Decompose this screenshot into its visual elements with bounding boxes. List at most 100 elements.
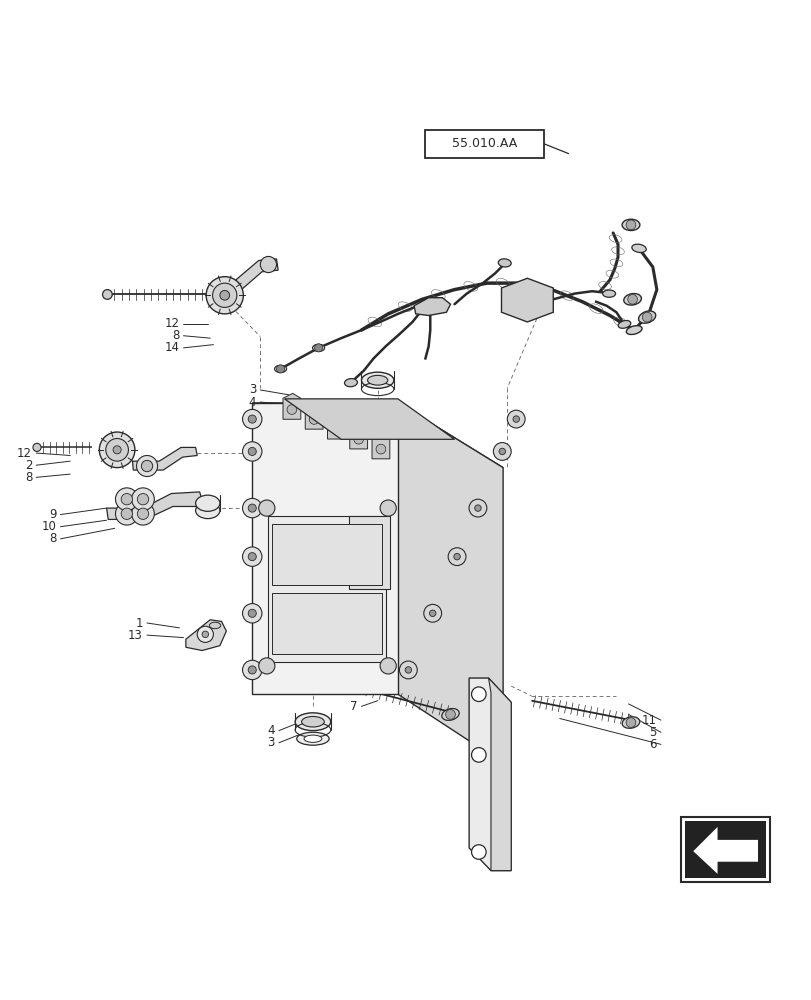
FancyBboxPatch shape	[268, 516, 385, 662]
Circle shape	[354, 434, 363, 444]
Text: 13: 13	[128, 629, 143, 642]
Circle shape	[248, 609, 256, 617]
Circle shape	[248, 553, 256, 561]
Text: 14: 14	[164, 341, 179, 354]
Ellipse shape	[621, 717, 639, 728]
FancyBboxPatch shape	[272, 524, 381, 585]
Polygon shape	[414, 298, 450, 315]
Circle shape	[206, 277, 243, 314]
Circle shape	[260, 256, 277, 273]
Circle shape	[121, 494, 132, 505]
Ellipse shape	[102, 290, 112, 299]
Polygon shape	[305, 403, 323, 429]
FancyBboxPatch shape	[272, 593, 381, 654]
Circle shape	[137, 508, 148, 519]
Circle shape	[277, 365, 285, 373]
Ellipse shape	[367, 375, 388, 385]
Circle shape	[399, 661, 417, 679]
Circle shape	[642, 312, 651, 322]
Polygon shape	[283, 393, 300, 419]
Circle shape	[242, 604, 262, 623]
Text: 8: 8	[172, 329, 179, 342]
Bar	[680, 817, 769, 882]
Ellipse shape	[623, 294, 641, 305]
Circle shape	[136, 455, 157, 477]
Ellipse shape	[361, 372, 393, 388]
Circle shape	[314, 344, 322, 352]
Text: 3: 3	[249, 383, 256, 396]
Circle shape	[309, 415, 319, 424]
Text: 12: 12	[164, 317, 179, 330]
Circle shape	[469, 499, 487, 517]
Text: 1: 1	[135, 617, 143, 630]
Circle shape	[248, 415, 256, 423]
Polygon shape	[693, 827, 757, 874]
Ellipse shape	[621, 219, 639, 231]
Circle shape	[471, 845, 486, 859]
Text: 12: 12	[17, 447, 32, 460]
Circle shape	[513, 416, 519, 422]
Ellipse shape	[296, 732, 328, 745]
Circle shape	[212, 283, 237, 307]
Circle shape	[248, 666, 256, 674]
Text: 3: 3	[267, 736, 275, 749]
Polygon shape	[132, 447, 197, 470]
Circle shape	[493, 443, 511, 460]
Circle shape	[99, 432, 135, 468]
Circle shape	[141, 460, 152, 472]
Polygon shape	[252, 403, 503, 468]
Circle shape	[220, 290, 230, 300]
Circle shape	[259, 658, 275, 674]
Text: 10: 10	[41, 520, 56, 533]
Ellipse shape	[303, 735, 321, 742]
FancyBboxPatch shape	[349, 516, 389, 589]
Circle shape	[242, 547, 262, 566]
Circle shape	[248, 504, 256, 512]
Ellipse shape	[209, 622, 221, 629]
Text: 5: 5	[649, 726, 656, 739]
Circle shape	[405, 667, 411, 673]
Circle shape	[625, 718, 635, 727]
Ellipse shape	[602, 290, 615, 297]
Polygon shape	[488, 678, 511, 871]
Text: 4: 4	[248, 396, 256, 409]
Circle shape	[202, 631, 208, 638]
Bar	[424, 130, 543, 158]
Circle shape	[197, 626, 213, 642]
Circle shape	[375, 444, 385, 454]
Ellipse shape	[625, 326, 642, 334]
Circle shape	[105, 438, 128, 461]
Circle shape	[625, 220, 635, 230]
Polygon shape	[397, 403, 503, 763]
Circle shape	[113, 446, 121, 454]
Polygon shape	[218, 259, 278, 304]
Ellipse shape	[344, 379, 357, 387]
Circle shape	[429, 610, 436, 617]
Circle shape	[448, 548, 466, 566]
Ellipse shape	[195, 495, 220, 511]
Ellipse shape	[441, 709, 459, 720]
Circle shape	[471, 687, 486, 701]
Circle shape	[115, 502, 138, 525]
Circle shape	[380, 658, 396, 674]
Circle shape	[259, 500, 275, 516]
Circle shape	[499, 448, 505, 455]
Text: 2: 2	[24, 459, 32, 472]
Circle shape	[423, 604, 441, 622]
Ellipse shape	[294, 713, 330, 731]
Circle shape	[137, 494, 148, 505]
Text: 7: 7	[350, 700, 357, 713]
Polygon shape	[501, 278, 552, 322]
Circle shape	[287, 405, 296, 414]
Polygon shape	[371, 433, 389, 459]
Text: 8: 8	[49, 532, 56, 545]
Circle shape	[115, 488, 138, 511]
Ellipse shape	[195, 502, 220, 519]
Text: 4: 4	[267, 724, 275, 737]
Circle shape	[131, 488, 154, 511]
Circle shape	[627, 294, 637, 304]
Ellipse shape	[33, 443, 41, 451]
Ellipse shape	[498, 259, 511, 267]
Polygon shape	[186, 620, 226, 651]
Circle shape	[242, 409, 262, 429]
